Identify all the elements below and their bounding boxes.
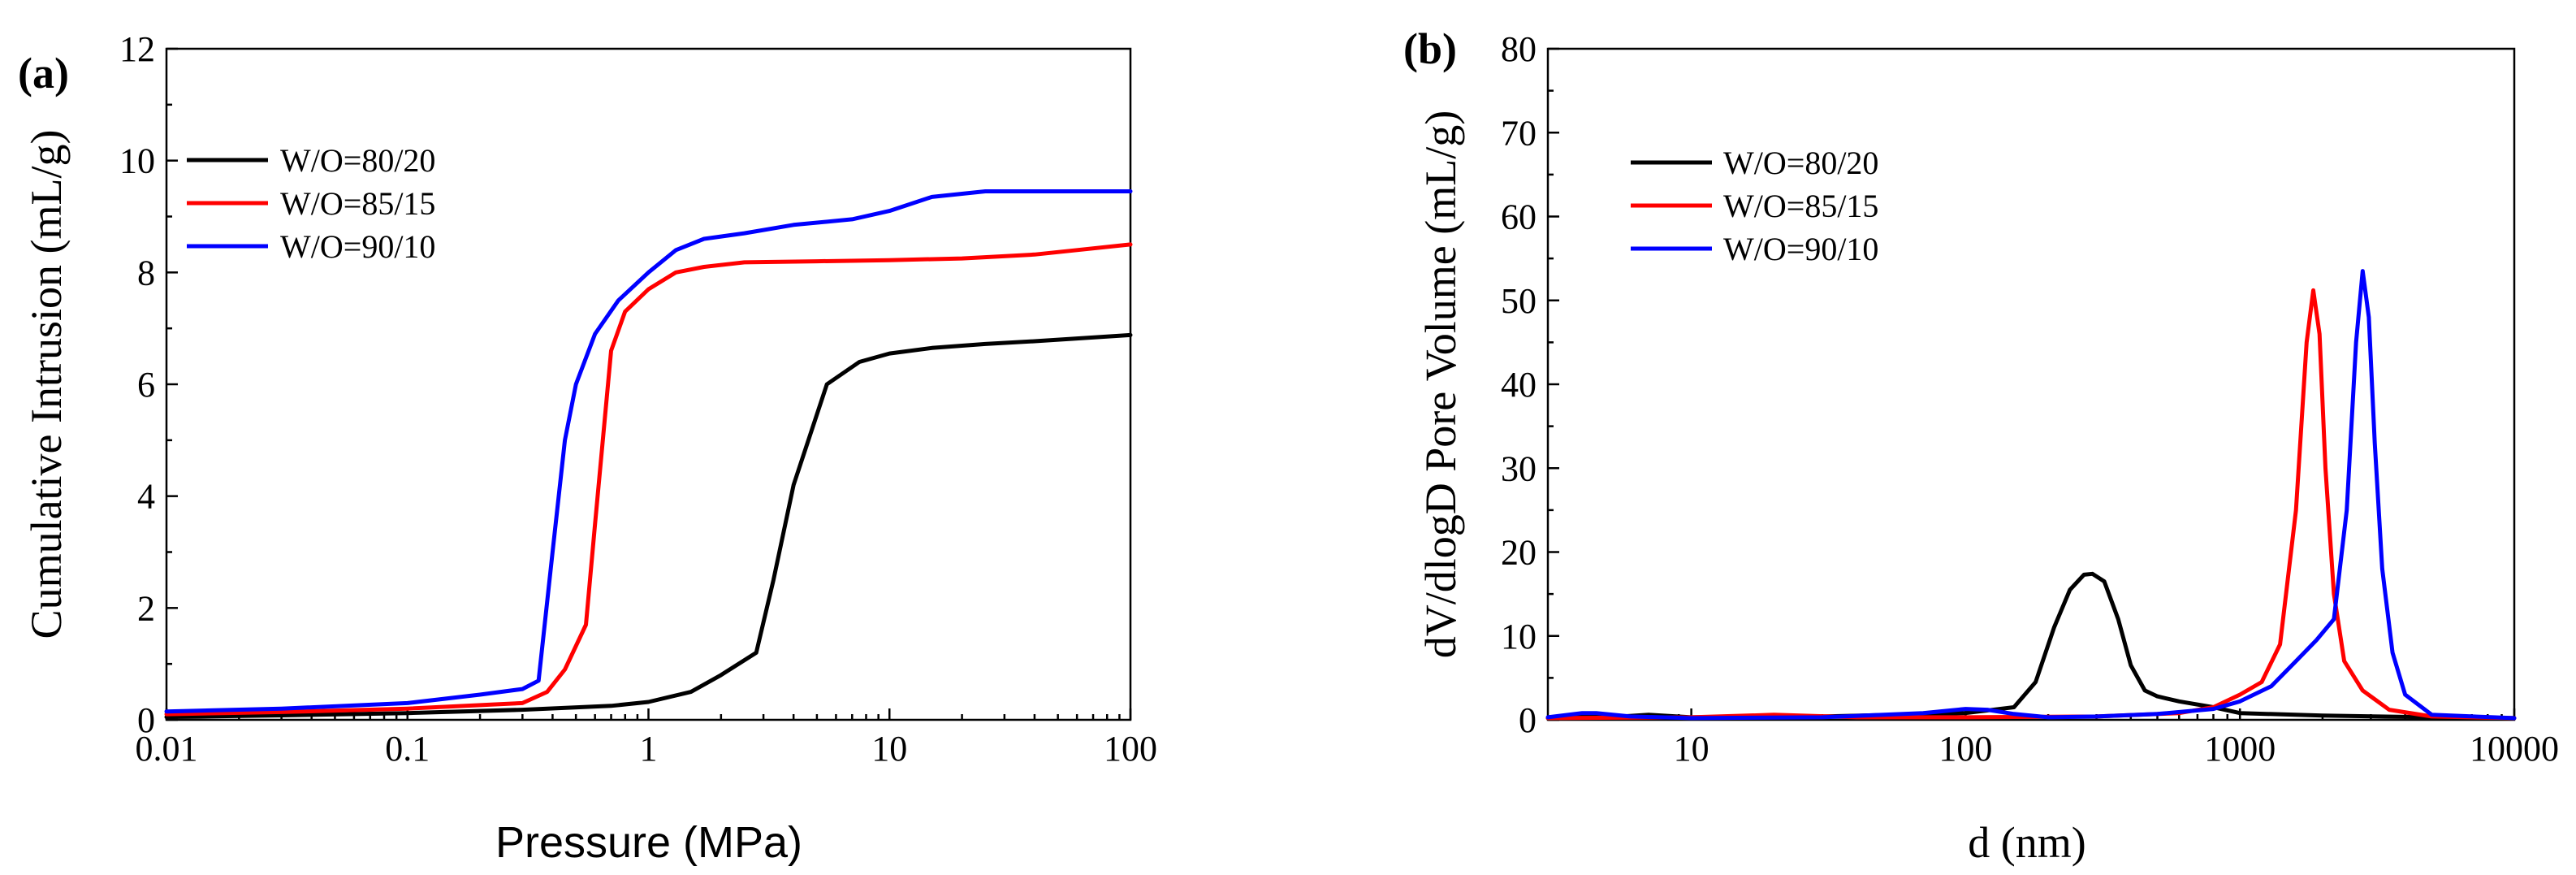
chart-panel-b: 10 100 1000 10000 0 10 20 30 40 50 60 70 80 d (nm) dV/… — [1403, 24, 2559, 867]
y-tick-label: 70 — [1501, 113, 1537, 153]
panel-label: (b) — [1403, 24, 1457, 73]
series-line-3 — [1545, 269, 2517, 721]
y-tick-label: 2 — [137, 588, 155, 628]
y-tick-label: 6 — [137, 365, 155, 405]
x-tick-label: 10 — [871, 729, 907, 769]
x-tick-label: 100 — [1938, 729, 1992, 769]
legend-label: W/O=85/15 — [1723, 188, 1878, 224]
y-tick-label: 80 — [1501, 29, 1537, 69]
y-tick-label: 0 — [1519, 700, 1537, 740]
panel-label: (a) — [18, 49, 69, 97]
y-axis-label: Cumulative Intrusion (mL/g) — [22, 130, 71, 639]
legend-label: W/O=80/20 — [1723, 145, 1878, 181]
y-tick-label: 60 — [1501, 197, 1537, 237]
y-tick-label: 10 — [119, 141, 155, 181]
series-line-2 — [164, 242, 1133, 717]
x-tick-label: 0.01 — [136, 729, 198, 769]
chart-panel-a: 0.01 0.1 1 10 100 0 2 4 6 8 10 12 Pressure (MPa) Cumu… — [18, 29, 1157, 867]
x-tick-label: 0.1 — [385, 729, 430, 769]
plot-frame — [1546, 47, 2516, 721]
y-tick-label: 8 — [137, 253, 155, 292]
y-tick-label: 0 — [137, 700, 155, 740]
y-axis-label: dV/dlogD Pore Volume (mL/g) — [1416, 110, 1465, 658]
legend-label: W/O=90/10 — [280, 228, 435, 265]
x-tick-label: 1000 — [2204, 729, 2276, 769]
y-tick-label: 30 — [1501, 448, 1537, 488]
y-tick-label: 4 — [137, 477, 155, 517]
x-tick-label: 10 — [1674, 729, 1709, 769]
y-tick-label: 20 — [1501, 533, 1537, 573]
legend-label: W/O=85/15 — [280, 185, 435, 222]
x-tick-label: 100 — [1104, 729, 1157, 769]
x-axis-label: d (nm) — [1968, 818, 2085, 867]
legend-label: W/O=90/10 — [1723, 231, 1878, 267]
y-tick-label: 10 — [1501, 617, 1537, 656]
legend-label: W/O=80/20 — [280, 142, 435, 179]
x-axis-label: Pressure (MPa) — [495, 818, 802, 867]
y-tick-label: 40 — [1501, 365, 1537, 405]
x-tick-label: 10000 — [2470, 729, 2559, 769]
series-line-2 — [1545, 288, 2517, 721]
y-tick-label: 12 — [119, 29, 155, 69]
series-line-3 — [164, 189, 1133, 714]
y-tick-label: 50 — [1501, 281, 1537, 321]
x-tick-label: 1 — [640, 729, 658, 769]
series-line-1 — [164, 332, 1133, 720]
